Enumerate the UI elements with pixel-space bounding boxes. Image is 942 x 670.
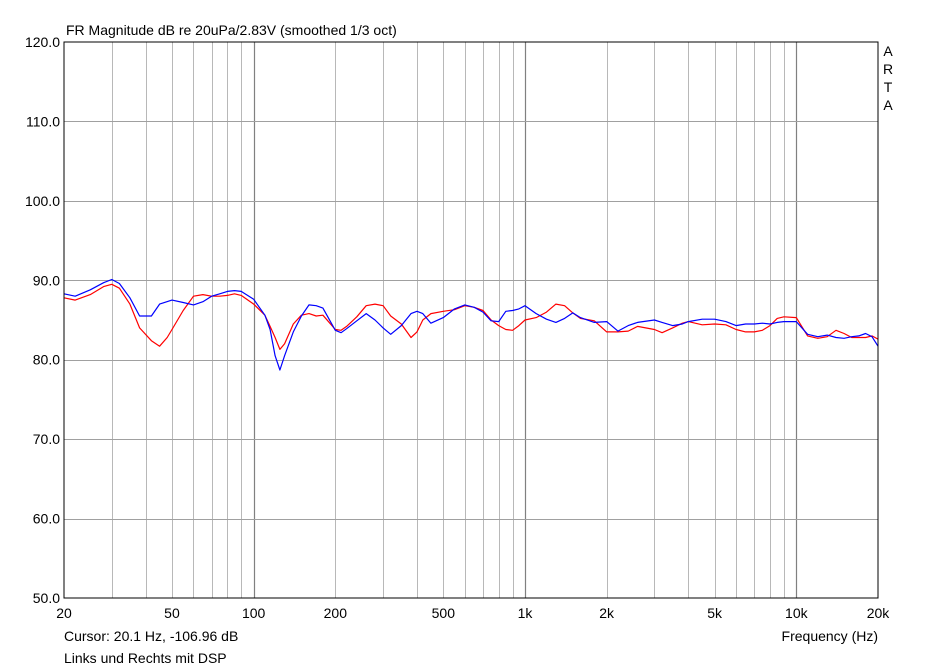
y-tick-labels: 50.0 60.0 70.0 80.0 90.0 100.0 110.0 120.0 <box>25 34 60 606</box>
plot-frame <box>63 41 879 599</box>
x-axis-label: Frequency (Hz) <box>781 628 878 644</box>
chart-caption: Links und Rechts mit DSP <box>64 650 227 666</box>
x-tick-label: 200 <box>324 605 348 621</box>
x-tick-label: 20 <box>56 605 72 621</box>
series-line-blue <box>63 278 879 371</box>
x-tick-label: 10k <box>785 605 809 621</box>
y-tick-label: 60.0 <box>33 511 60 527</box>
series-line-red <box>63 283 879 350</box>
y-tick-label: 70.0 <box>33 431 60 447</box>
y-tick-label: 50.0 <box>33 590 60 606</box>
x-tick-label: 500 <box>432 605 456 621</box>
chart-title: FR Magnitude dB re 20uPa/2.83V (smoothed… <box>66 22 397 38</box>
y-tick-label: 120.0 <box>25 34 60 50</box>
watermark-letter: R <box>883 61 893 77</box>
y-tick-label: 100.0 <box>25 193 60 209</box>
x-tick-label: 5k <box>707 605 723 621</box>
x-tick-label: 2k <box>599 605 615 621</box>
watermark-letter: A <box>883 43 893 59</box>
y-tick-label: 80.0 <box>33 352 60 368</box>
x-tick-label: 1k <box>518 605 534 621</box>
x-tick-label: 20k <box>867 605 891 621</box>
cursor-readout: Cursor: 20.1 Hz, -106.96 dB <box>64 628 239 644</box>
y-tick-label: 90.0 <box>33 272 60 288</box>
x-tick-labels: 20 50 100 200 500 1k 2k 5k 10k 20k <box>56 605 890 621</box>
x-tick-label: 50 <box>164 605 180 621</box>
watermark-letter: A <box>883 97 893 113</box>
series-layer <box>63 278 879 371</box>
x-tick-label: 100 <box>242 605 266 621</box>
grid <box>64 42 878 598</box>
watermark-letter: T <box>884 79 893 95</box>
y-tick-label: 110.0 <box>26 113 60 129</box>
